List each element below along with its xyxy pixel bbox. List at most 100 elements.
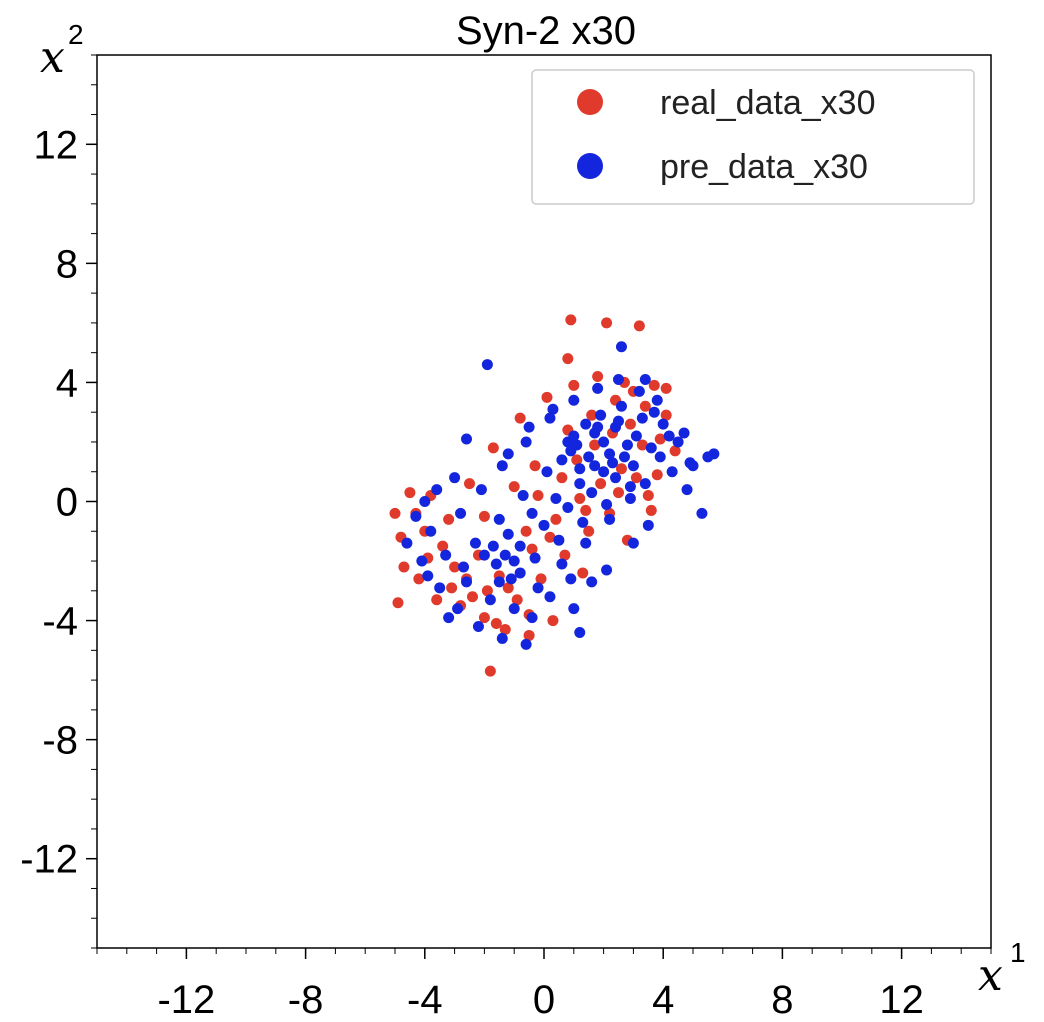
- data-point: [544, 531, 556, 543]
- data-point: [493, 513, 505, 525]
- data-point: [487, 442, 499, 454]
- data-point: [389, 507, 401, 519]
- chart-title: Syn-2 x30: [456, 9, 636, 53]
- data-point: [508, 481, 520, 493]
- data-point: [615, 400, 627, 412]
- data-point: [514, 540, 526, 552]
- data-point: [466, 591, 478, 603]
- data-point: [672, 436, 684, 448]
- major-ticks: [86, 143, 903, 959]
- data-point: [478, 549, 490, 561]
- data-point: [499, 549, 511, 561]
- data-point: [544, 591, 556, 603]
- data-point: [481, 585, 493, 597]
- data-point: [520, 436, 532, 448]
- y-tick-label: 8: [56, 242, 78, 286]
- y-tick-label: -8: [42, 719, 78, 763]
- data-point: [630, 430, 642, 442]
- y-tick-label: 0: [56, 481, 78, 525]
- data-point: [604, 513, 616, 525]
- data-point: [469, 537, 481, 549]
- data-point: [416, 555, 428, 567]
- data-point: [636, 439, 648, 451]
- y-tick-label: -4: [42, 600, 78, 644]
- data-point: [458, 561, 470, 573]
- data-point: [472, 621, 484, 633]
- data-point: [496, 460, 508, 472]
- data-point: [702, 451, 714, 463]
- data-point: [624, 418, 636, 430]
- tick-labels: -12 -8 -4 0 4 8 12 12 8 4 0 -4 -8 -12: [20, 123, 924, 1022]
- data-point: [550, 493, 562, 505]
- data-point: [601, 317, 613, 329]
- data-point: [642, 490, 654, 502]
- data-point: [452, 603, 464, 615]
- data-point: [568, 603, 580, 615]
- data-point: [648, 406, 660, 418]
- data-point: [624, 493, 636, 505]
- data-point: [425, 525, 437, 537]
- x-tick-label: 8: [771, 978, 793, 1022]
- data-point: [535, 573, 547, 585]
- data-point: [645, 504, 657, 516]
- data-point: [568, 394, 580, 406]
- x-tick-label: 12: [879, 978, 924, 1022]
- data-point: [696, 507, 708, 519]
- data-point: [541, 466, 553, 478]
- data-point: [595, 409, 607, 421]
- data-point: [398, 561, 410, 573]
- data-point: [577, 516, 589, 528]
- data-point: [449, 561, 461, 573]
- data-point: [684, 457, 696, 469]
- data-point: [464, 478, 475, 490]
- data-point: [654, 451, 666, 463]
- data-point: [592, 382, 604, 394]
- data-point: [601, 564, 613, 576]
- data-point: [553, 534, 565, 546]
- data-point: [455, 507, 467, 519]
- data-point: [520, 638, 532, 650]
- data-point: [663, 430, 675, 442]
- data-point: [404, 487, 416, 499]
- data-point: [517, 490, 529, 502]
- data-point: [526, 507, 538, 519]
- data-point: [562, 436, 574, 448]
- y-tick-label: -12: [20, 838, 78, 882]
- data-point: [523, 629, 535, 641]
- data-point: [562, 501, 574, 513]
- data-points: [389, 314, 720, 677]
- data-point: [541, 391, 553, 403]
- legend-marker-real-data: [577, 89, 603, 115]
- data-point: [651, 469, 663, 481]
- data-point: [577, 567, 589, 579]
- data-point: [583, 451, 595, 463]
- x-axis-label-var: x: [978, 950, 1003, 1001]
- y-tick-label: 12: [34, 123, 79, 167]
- data-point: [589, 460, 601, 472]
- data-point: [657, 418, 669, 430]
- data-point: [610, 421, 622, 433]
- data-point: [422, 570, 434, 582]
- data-point: [514, 412, 526, 424]
- data-point: [627, 460, 639, 472]
- data-point: [514, 567, 526, 579]
- data-point: [586, 409, 598, 421]
- data-point: [633, 385, 645, 397]
- data-point: [532, 490, 544, 502]
- data-point: [598, 436, 610, 448]
- data-point: [434, 582, 446, 594]
- data-point: [401, 537, 413, 549]
- data-point: [568, 379, 580, 391]
- data-point: [618, 451, 630, 463]
- data-point: [529, 552, 541, 564]
- data-point: [592, 421, 604, 433]
- x-tick-label: -8: [288, 978, 324, 1022]
- data-point: [645, 442, 657, 454]
- data-point: [547, 403, 559, 415]
- data-point: [669, 445, 681, 457]
- data-point: [615, 341, 627, 353]
- data-point: [654, 433, 666, 445]
- data-point: [508, 555, 520, 567]
- data-point: [633, 320, 645, 332]
